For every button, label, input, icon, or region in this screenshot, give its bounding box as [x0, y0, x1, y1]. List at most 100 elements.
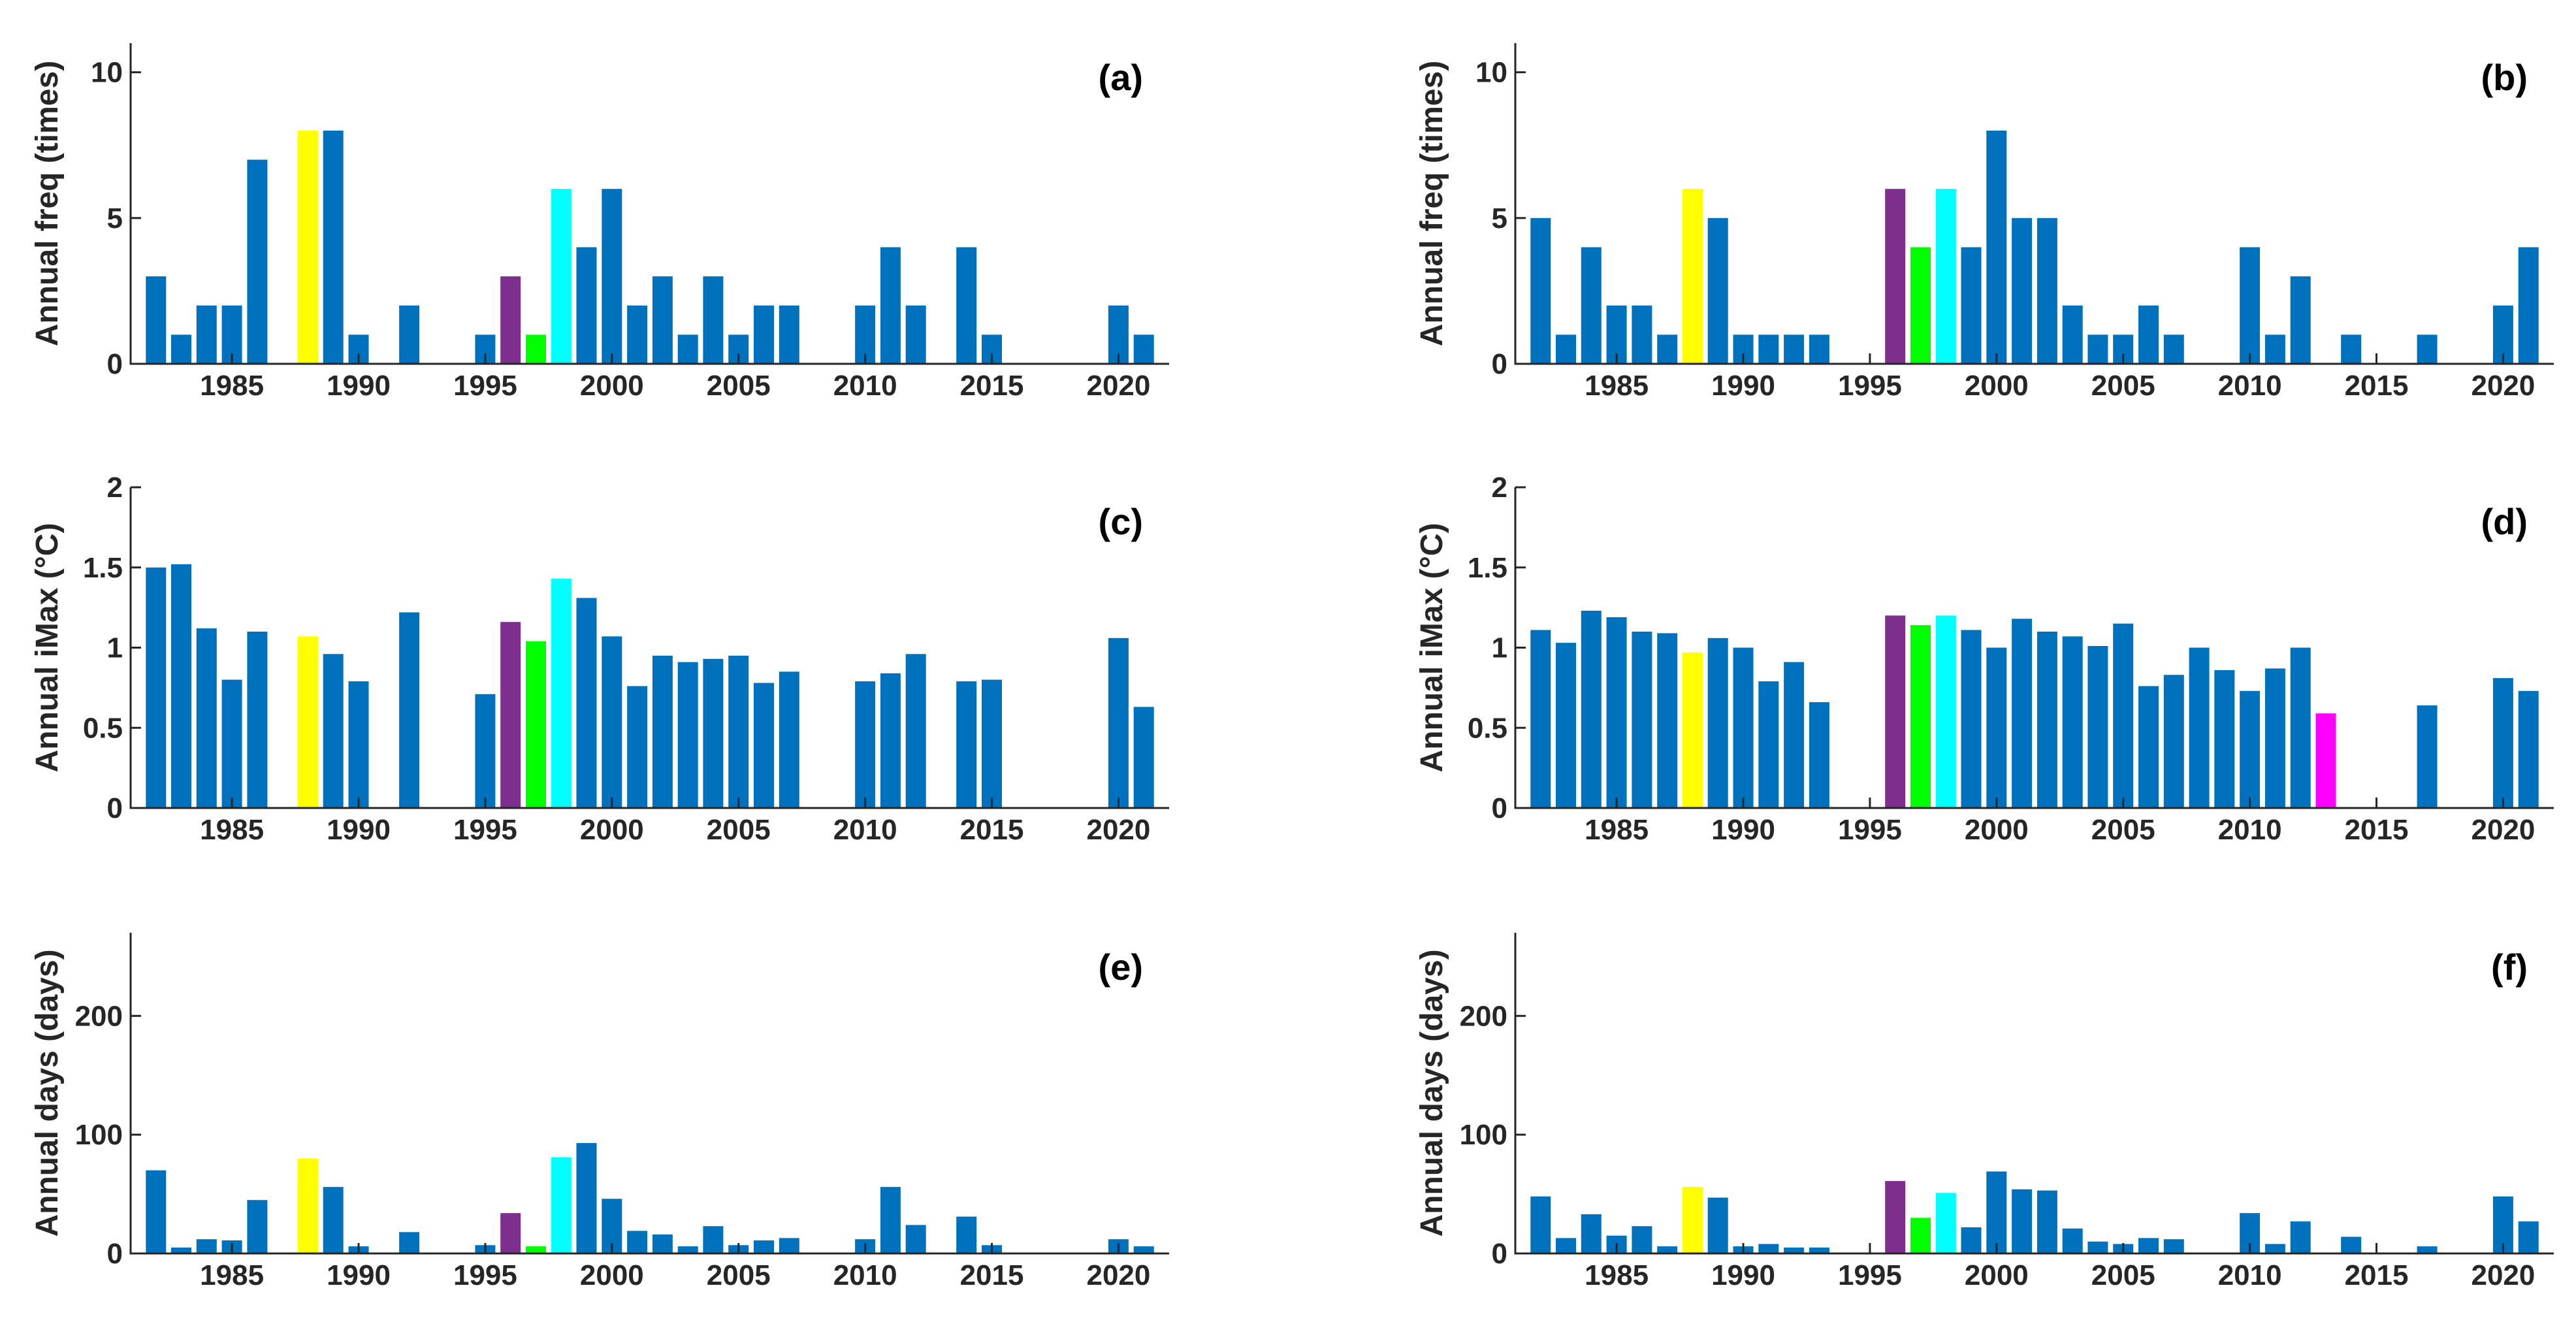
- bar-c-2021: [1133, 707, 1154, 808]
- xtick-label-b: 2005: [2091, 370, 2155, 402]
- bar-c-1995: [475, 694, 496, 808]
- bar-a-2012: [905, 305, 926, 364]
- xtick-label-a: 1995: [453, 370, 517, 402]
- bar-d-1998: [1935, 615, 1956, 808]
- bar-a-1997: [526, 334, 546, 364]
- xtick-label-a: 1990: [327, 370, 391, 402]
- bar-d-1999: [1961, 630, 1982, 808]
- bar-c-1982: [146, 567, 167, 809]
- bar-a-1986: [247, 159, 268, 364]
- bar-d-1989: [1707, 638, 1728, 808]
- xtick-label-e: 2015: [960, 1259, 1024, 1291]
- bar-f-2004: [2087, 1241, 2108, 1253]
- bar-c-2007: [779, 671, 799, 808]
- ytick-label-f: 0: [1492, 1238, 1507, 1270]
- panel-label-c: (c): [1099, 501, 1143, 542]
- bar-a-2003: [677, 334, 698, 364]
- bar-c-1999: [576, 598, 597, 808]
- bar-a-1984: [196, 305, 217, 364]
- xtick-label-f: 2010: [2218, 1259, 2282, 1291]
- bar-c-1998: [551, 578, 572, 808]
- xtick-label-c: 2015: [960, 814, 1024, 846]
- xtick-label-e: 2005: [707, 1259, 771, 1291]
- bar-f-2014: [2341, 1236, 2362, 1253]
- bar-d-1988: [1682, 652, 1703, 808]
- bar-f-2007: [2163, 1239, 2184, 1253]
- xtick-label-c: 1985: [200, 814, 264, 846]
- ytick-label-a: 10: [91, 57, 123, 89]
- xtick-label-b: 2015: [2345, 370, 2409, 402]
- bar-e-1992: [399, 1232, 420, 1253]
- bar-a-2007: [779, 305, 799, 364]
- bar-d-2013: [2315, 713, 2336, 808]
- bar-d-1991: [1758, 681, 1779, 808]
- ytick-label-c: 1.5: [83, 552, 123, 584]
- panel-c: 0 0.5 1 1.5 2 1985 1990 1995 2000 2005 2010 2015 202…: [30, 472, 1169, 846]
- bar-e-2012: [905, 1225, 926, 1253]
- bar-d-1990: [1733, 647, 1754, 808]
- xtick-label-a: 1985: [200, 370, 264, 402]
- bar-d-2017: [2417, 705, 2438, 808]
- bar-c-2000: [602, 636, 622, 808]
- bar-b-2021: [2518, 247, 2539, 364]
- bar-a-1998: [551, 189, 572, 364]
- bar-d-1985: [1606, 617, 1627, 808]
- xtick-label-d: 2000: [1965, 814, 2029, 846]
- bar-d-1993: [1809, 702, 1829, 808]
- bar-f-1983: [1556, 1238, 1576, 1253]
- bar-f-2000: [1986, 1171, 2007, 1253]
- xtick-label-f: 2015: [2345, 1259, 2409, 1291]
- bar-c-1988: [298, 636, 318, 808]
- bar-c-2010: [855, 681, 876, 808]
- bar-e-2007: [779, 1238, 799, 1253]
- bar-f-2017: [2417, 1246, 2438, 1253]
- bar-e-1984: [196, 1239, 217, 1253]
- panel-label-d: (d): [2481, 501, 2528, 542]
- bar-f-1991: [1758, 1244, 1779, 1253]
- bar-e-2003: [677, 1246, 698, 1253]
- ytick-label-b: 0: [1492, 348, 1507, 380]
- bar-b-1996: [1885, 189, 1906, 364]
- bar-c-2004: [703, 658, 724, 808]
- ytick-label-b: 10: [1475, 57, 1507, 89]
- xtick-label-d: 1990: [1711, 814, 1775, 846]
- bar-b-1993: [1809, 334, 1829, 364]
- bar-b-2011: [2264, 334, 2285, 364]
- bar-c-2002: [652, 655, 673, 808]
- bar-d-2020: [2492, 678, 2513, 808]
- bar-f-1982: [1530, 1196, 1551, 1253]
- xtick-label-b: 1990: [1711, 370, 1775, 402]
- bar-e-1996: [500, 1213, 521, 1253]
- bar-e-1997: [526, 1246, 546, 1253]
- bar-d-2000: [1986, 647, 2007, 808]
- ytick-label-c: 2: [107, 472, 123, 504]
- bar-f-2001: [2012, 1189, 2033, 1253]
- bar-c-1990: [348, 681, 369, 808]
- bar-f-2021: [2518, 1221, 2539, 1253]
- panel-label-f: (f): [2491, 946, 2528, 988]
- xtick-label-c: 2010: [833, 814, 897, 846]
- bar-a-2002: [652, 276, 673, 364]
- ytick-label-c: 1: [107, 632, 123, 664]
- bar-d-2002: [2037, 632, 2057, 808]
- bar-f-1984: [1581, 1214, 1602, 1253]
- bar-d-2007: [2163, 675, 2184, 808]
- xtick-label-d: 1985: [1585, 814, 1649, 846]
- bar-a-1989: [323, 130, 344, 364]
- panel-f: 0 100 200 1985 1990 1995 2000 2005 2010 2015 2020 A…: [1415, 933, 2554, 1291]
- xtick-label-e: 1985: [200, 1259, 264, 1291]
- bar-b-2014: [2341, 334, 2362, 364]
- bar-c-2005: [728, 655, 749, 808]
- panel-label-e: (e): [1099, 946, 1143, 988]
- bar-f-1988: [1682, 1187, 1703, 1253]
- xtick-label-b: 1985: [1585, 370, 1649, 402]
- bar-f-1997: [1910, 1218, 1931, 1253]
- xtick-label-c: 2005: [707, 814, 771, 846]
- xtick-label-d: 2005: [2091, 814, 2155, 846]
- bar-e-2002: [652, 1234, 673, 1253]
- xtick-label-a: 2020: [1086, 370, 1150, 402]
- bar-b-1998: [1935, 189, 1956, 364]
- bar-b-2003: [2062, 305, 2083, 364]
- bar-c-2011: [880, 673, 901, 808]
- xtick-label-a: 2000: [580, 370, 644, 402]
